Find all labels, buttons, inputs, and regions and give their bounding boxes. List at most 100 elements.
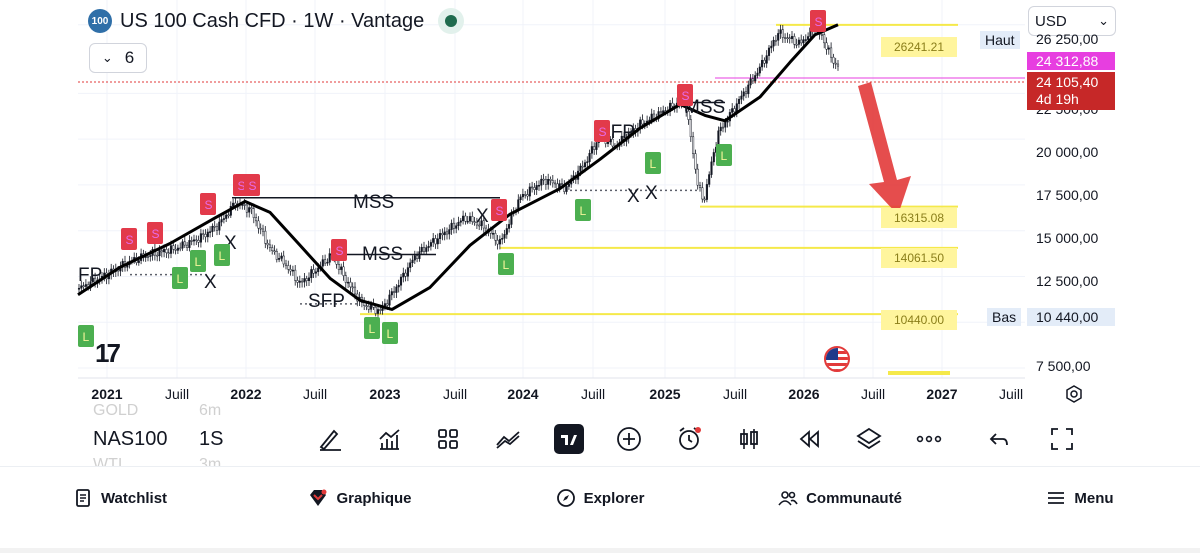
sell-signal-label: S [249, 179, 257, 193]
chevron-down-icon: ⌄ [101, 50, 113, 65]
candle-body [581, 165, 584, 168]
candles-icon [740, 429, 758, 449]
buy-signal-label: L [195, 255, 202, 269]
fullscreen-button[interactable] [1047, 424, 1077, 454]
candle-body [641, 119, 644, 125]
tradingview-button[interactable] [554, 424, 584, 454]
candle-body [742, 91, 745, 97]
time-axis-label: 2025 [649, 386, 681, 402]
candle-body [296, 280, 299, 283]
candle-body [195, 239, 198, 242]
add-button[interactable] [614, 424, 644, 454]
buy-signal-marker [172, 267, 188, 289]
layers-button[interactable] [854, 424, 884, 454]
layout-icon [438, 429, 458, 449]
candle-body [172, 245, 175, 250]
candle-body [310, 269, 313, 279]
candle-body [694, 153, 697, 170]
candle-body [250, 207, 253, 209]
flag-graphic [826, 348, 848, 370]
nav-chart-label: Graphique [336, 489, 412, 507]
candle-body [158, 250, 161, 257]
more-button[interactable] [914, 424, 944, 454]
candle-type-button[interactable] [734, 424, 764, 454]
buy-signal-label: L [219, 249, 226, 263]
nav-explore[interactable]: Explorer [480, 467, 720, 529]
timeframe-selector[interactable]: 1S [199, 428, 224, 450]
candle-body [698, 184, 702, 188]
candle-body [703, 198, 706, 201]
alert-button[interactable] [674, 424, 704, 454]
candle-body [459, 220, 462, 223]
indicators-toggle-button[interactable]: ⌄ 6 [89, 43, 147, 73]
candle-body [784, 37, 787, 39]
nav-explore-label: Explorer [583, 489, 645, 507]
add-icon [617, 427, 641, 451]
candle-body [186, 244, 189, 248]
buy-signal-marker [190, 250, 206, 272]
candle-body [436, 238, 439, 245]
mss-annotation: MSS [684, 97, 725, 118]
candle-body [413, 255, 416, 261]
candle-body [478, 224, 481, 227]
candle-body [549, 179, 552, 181]
replay-button[interactable] [794, 424, 824, 454]
compare-button[interactable] [493, 424, 523, 454]
layout-button[interactable] [433, 424, 463, 454]
candle-body [738, 98, 741, 104]
candle-body [406, 267, 409, 277]
low-label: Bas [987, 308, 1022, 326]
current-price: 24 105,40 [1036, 74, 1099, 90]
candle-body [278, 258, 281, 260]
candle-body [710, 161, 713, 175]
candle-body [324, 259, 327, 264]
candle-body [560, 183, 564, 185]
candle-body [215, 226, 219, 231]
candle-body [508, 224, 511, 229]
nav-menu[interactable]: Menu [960, 467, 1200, 529]
home-indicator [0, 548, 1200, 553]
symbol-selector[interactable]: NAS100 [93, 428, 168, 450]
nav-chart[interactable]: Graphique [240, 467, 480, 529]
candle-body [314, 271, 317, 274]
buy-signal-label: L [503, 258, 510, 272]
indicators-button[interactable] [374, 424, 404, 454]
candle-body [712, 152, 715, 163]
nav-watchlist[interactable]: Watchlist [0, 467, 240, 529]
candle-body [450, 222, 453, 230]
candle-body [307, 277, 311, 281]
sell-signal-label: S [815, 15, 823, 29]
candle-body [836, 63, 840, 67]
market-status-icon[interactable] [438, 8, 465, 34]
candle-body [190, 240, 193, 242]
us-flag-event-icon[interactable] [824, 346, 850, 372]
candle-body [521, 194, 524, 198]
candle-body [795, 44, 798, 46]
candle-body [165, 249, 168, 253]
candle-body [475, 221, 478, 226]
candle-body [480, 220, 483, 226]
bottom-navigation: Watchlist Graphique Explorer Communauté … [0, 466, 1200, 553]
candle-body [192, 239, 196, 242]
candle-body [425, 247, 428, 252]
candle-body [754, 75, 757, 82]
buy-signal-marker [382, 322, 398, 344]
candle-body [206, 231, 209, 238]
undo-button[interactable] [984, 424, 1014, 454]
buy-signal-label: L [650, 157, 657, 171]
candle-body [466, 220, 469, 223]
candle-body [344, 275, 347, 283]
chart-title-bar[interactable]: 100 US 100 Cash CFD · 1W · Vantage [88, 8, 465, 34]
draw-tool-button[interactable] [314, 424, 344, 454]
candle-body [740, 95, 743, 100]
candle-body [245, 204, 248, 213]
candle-body [273, 250, 276, 253]
price-axis-label: 12 500,00 [1036, 273, 1099, 289]
chart-settings-icon[interactable] [1064, 384, 1084, 404]
candle-body [365, 305, 368, 307]
chart-area[interactable]: MSS MSS MSS SFP SFP FP X X X X X S S S S S S S S S S L L L L L L L L… [0, 0, 1200, 410]
nav-community[interactable]: Communauté [720, 467, 960, 529]
currency-select[interactable]: USD ⌄ [1028, 6, 1116, 36]
sell-signal-marker [677, 84, 693, 106]
